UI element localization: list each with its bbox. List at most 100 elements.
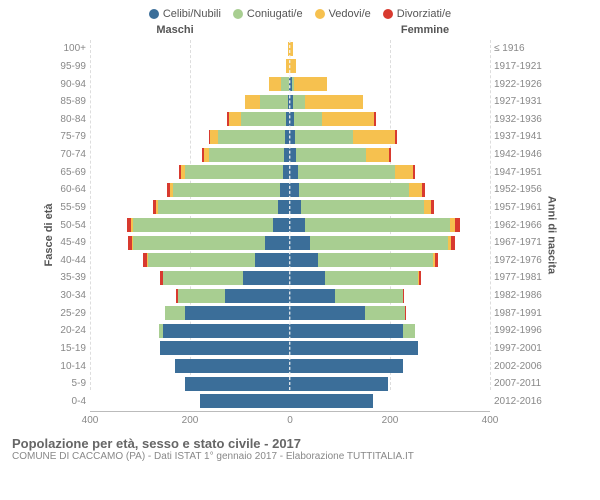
female-bar <box>290 183 490 197</box>
bar-segment <box>290 289 335 303</box>
male-bar <box>90 289 290 303</box>
bar-segment <box>265 236 290 250</box>
female-bar <box>290 324 490 338</box>
birth-year-label: 2007-2011 <box>494 378 550 389</box>
birth-year-label: 1917-1921 <box>494 61 550 72</box>
male-bar <box>90 148 290 162</box>
female-bar <box>290 306 490 320</box>
male-bar <box>90 218 290 232</box>
legend: Celibi/Nubili Coniugati/e Vedovi/e Divorzia… <box>0 0 600 24</box>
bar-segment <box>305 95 363 109</box>
legend-item: Divorziati/e <box>383 8 451 20</box>
female-bar <box>290 130 490 144</box>
age-label: 55-59 <box>50 202 86 213</box>
male-bar <box>90 42 290 56</box>
age-label: 60-64 <box>50 184 86 195</box>
birth-year-label: 1992-1996 <box>494 325 550 336</box>
female-bar <box>290 394 490 408</box>
bar-segment <box>374 112 376 126</box>
legend-label: Vedovi/e <box>329 8 371 20</box>
bar-segment <box>185 306 290 320</box>
age-label: 45-49 <box>50 237 86 248</box>
male-bar <box>90 306 290 320</box>
bar-segment <box>158 200 278 214</box>
bar-segment <box>305 218 450 232</box>
bar-segment <box>395 130 397 144</box>
age-label: 35-39 <box>50 272 86 283</box>
male-bar <box>90 183 290 197</box>
female-bar <box>290 42 490 56</box>
bar-segment <box>366 148 389 162</box>
age-label: 85-89 <box>50 96 86 107</box>
female-bar <box>290 218 490 232</box>
legend-item: Vedovi/e <box>315 8 371 20</box>
female-bar <box>290 112 490 126</box>
x-axis: 4002000200400 <box>90 411 490 430</box>
age-label: 25-29 <box>50 308 86 319</box>
age-label: 15-19 <box>50 343 86 354</box>
bar-segment <box>290 236 310 250</box>
bar-segment <box>185 165 283 179</box>
age-label: 70-74 <box>50 149 86 160</box>
x-tick-label: 400 <box>82 415 99 426</box>
female-bar <box>290 95 490 109</box>
female-bar <box>290 377 490 391</box>
bar-segment <box>175 359 290 373</box>
birth-year-label: 1982-1986 <box>494 290 550 301</box>
x-tick-label: 400 <box>482 415 499 426</box>
bar-segment <box>218 130 286 144</box>
bar-segment <box>148 253 256 267</box>
header-male: Maschi <box>50 24 300 36</box>
bar-segment <box>173 183 281 197</box>
bar-segment <box>290 359 403 373</box>
legend-label: Coniugati/e <box>247 8 303 20</box>
female-bar <box>290 200 490 214</box>
bar-segment <box>225 289 290 303</box>
bar-segment <box>299 183 409 197</box>
bar-segment <box>290 59 296 73</box>
bar-segment <box>281 77 289 91</box>
pyramid-row: 0-42012-2016 <box>90 393 490 411</box>
bar-segment <box>403 324 416 338</box>
birth-year-label: 1962-1966 <box>494 220 550 231</box>
male-bar <box>90 253 290 267</box>
male-bar <box>90 200 290 214</box>
footer-subtitle: COMUNE DI CACCAMO (PA) - Dati ISTAT 1° g… <box>12 451 588 462</box>
female-bar <box>290 236 490 250</box>
bar-segment <box>290 271 325 285</box>
birth-year-label: 1972-1976 <box>494 255 550 266</box>
bar-segment <box>290 324 403 338</box>
bar-segment <box>301 200 424 214</box>
male-bar <box>90 236 290 250</box>
birth-year-label: 1957-1961 <box>494 202 550 213</box>
birth-year-label: 1952-1956 <box>494 184 550 195</box>
bar-segment <box>160 341 290 355</box>
female-bar <box>290 148 490 162</box>
bar-segment <box>290 306 365 320</box>
male-bar <box>90 324 290 338</box>
male-bar <box>90 271 290 285</box>
bar-segment <box>294 112 322 126</box>
legend-item: Celibi/Nubili <box>149 8 221 20</box>
bar-segment <box>290 165 298 179</box>
chart-area: Fasce di età Anni di nascita 100+≤ 19169… <box>50 40 550 430</box>
bar-segment <box>290 42 293 56</box>
bar-segment <box>451 236 455 250</box>
bar-segment <box>389 148 392 162</box>
bar-segment <box>210 130 218 144</box>
birth-year-label: 2002-2006 <box>494 361 550 372</box>
bar-area <box>90 394 490 408</box>
bar-segment <box>294 77 327 91</box>
bar-segment <box>260 95 288 109</box>
legend-swatch <box>149 9 159 19</box>
age-label: 90-94 <box>50 79 86 90</box>
male-bar <box>90 59 290 73</box>
bar-segment <box>163 271 243 285</box>
age-label: 10-14 <box>50 361 86 372</box>
legend-swatch <box>383 9 393 19</box>
bar-segment <box>365 306 405 320</box>
legend-item: Coniugati/e <box>233 8 303 20</box>
bar-segment <box>290 183 299 197</box>
x-tick-label: 200 <box>182 415 199 426</box>
age-label: 100+ <box>50 43 86 54</box>
